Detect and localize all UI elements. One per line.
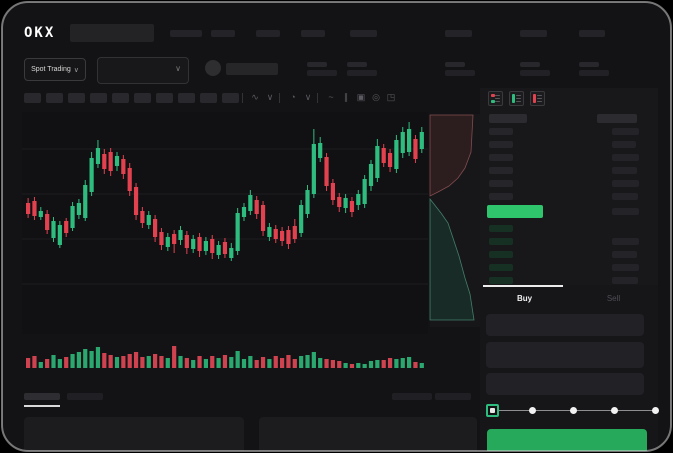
chevron-down-icon[interactable]: ∨ <box>266 92 274 102</box>
token-avatar <box>205 60 221 76</box>
nav-item-placeholder[interactable] <box>301 30 325 37</box>
tab-buy[interactable]: Buy <box>516 294 533 303</box>
trade-form-panel <box>480 285 658 451</box>
indicators-icon[interactable]: ◎ <box>372 92 380 102</box>
orders-panel-placeholder <box>24 417 244 451</box>
stat-value-placeholder <box>520 70 550 76</box>
bid-amount-placeholder <box>612 238 639 245</box>
stat-label-placeholder <box>307 62 327 67</box>
bid-amount-placeholder <box>612 264 639 271</box>
active-tab-indicator <box>483 285 563 287</box>
ask-price-placeholder[interactable] <box>489 167 513 174</box>
bid-amount-placeholder <box>612 277 638 284</box>
okx-logo: OKX <box>24 25 56 41</box>
bottom-tab-underline <box>24 405 60 407</box>
nav-item-placeholder[interactable] <box>520 30 547 37</box>
interval-chip-placeholder[interactable] <box>90 93 107 103</box>
chevron-down-icon: ∨ <box>73 66 79 74</box>
amount-input-placeholder[interactable] <box>486 342 644 368</box>
line-tool-icon[interactable]: ~ <box>328 92 334 102</box>
bottom-tab[interactable] <box>67 393 103 400</box>
slider-stop-selected[interactable] <box>486 404 499 417</box>
buy-submit-button[interactable] <box>487 429 647 451</box>
book-bids-icon[interactable] <box>509 91 524 106</box>
interval-chip-placeholder[interactable] <box>222 93 239 103</box>
ask-price-placeholder[interactable] <box>489 180 513 187</box>
ask-amount-placeholder <box>612 128 639 135</box>
orderbook-header-price <box>489 114 527 123</box>
bid-price-placeholder[interactable] <box>489 225 513 232</box>
slider-stop[interactable] <box>529 407 537 414</box>
chevron-down-icon[interactable]: ∨ <box>304 92 312 102</box>
nav-item-placeholder[interactable] <box>211 30 235 37</box>
toolbar-divider <box>317 93 318 103</box>
interval-chip-placeholder[interactable] <box>46 93 63 103</box>
bid-price-placeholder[interactable] <box>489 264 513 271</box>
nav-item-placeholder[interactable] <box>445 30 472 37</box>
interval-chip-placeholder[interactable] <box>68 93 85 103</box>
bid-price-placeholder[interactable] <box>489 251 513 258</box>
bid-amount-placeholder <box>612 251 637 258</box>
nav-item-placeholder[interactable] <box>350 30 377 37</box>
chevron-down-icon: ∨ <box>175 64 181 73</box>
ask-amount-placeholder <box>612 141 636 148</box>
ask-amount-placeholder <box>612 180 639 187</box>
bottom-action-placeholder[interactable] <box>392 393 432 400</box>
bottom-action-placeholder[interactable] <box>435 393 471 400</box>
toolbar-divider <box>242 93 243 103</box>
toolbar-divider <box>279 93 280 103</box>
bottom-tab-active[interactable] <box>24 393 60 400</box>
slider-stop[interactable] <box>651 407 659 414</box>
book-asks-icon[interactable] <box>530 91 545 106</box>
last-price-bar[interactable] <box>487 205 543 218</box>
nav-item-placeholder[interactable] <box>170 30 202 37</box>
interval-chip-placeholder[interactable] <box>112 93 129 103</box>
interval-chip-placeholder[interactable] <box>156 93 173 103</box>
header-search-placeholder[interactable] <box>70 24 154 42</box>
ask-price-placeholder[interactable] <box>489 141 513 148</box>
candle-type-icon[interactable]: ∿ <box>251 92 259 102</box>
ask-price-placeholder[interactable] <box>489 128 513 135</box>
fullscreen-icon[interactable]: ◳ <box>386 92 396 102</box>
price-input-placeholder[interactable] <box>486 314 644 336</box>
ask-price-placeholder[interactable] <box>489 154 513 161</box>
stat-label-placeholder <box>520 62 540 67</box>
history-panel-placeholder <box>259 417 477 451</box>
stat-label-placeholder <box>347 62 367 67</box>
nav-item-placeholder[interactable] <box>256 30 280 37</box>
snapshot-icon[interactable]: ▣ <box>356 92 366 102</box>
interval-icon[interactable]: ◔ <box>290 92 296 102</box>
drawing-tools-icon[interactable]: ∥ <box>343 92 349 102</box>
total-input-placeholder[interactable] <box>486 373 644 395</box>
nav-item-placeholder[interactable] <box>579 30 605 37</box>
stat-value-placeholder <box>307 70 337 76</box>
ask-amount-placeholder <box>612 154 639 161</box>
book-all-icon[interactable] <box>488 91 503 106</box>
interval-chip-placeholder[interactable] <box>178 93 195 103</box>
market-type-label: Spot Trading <box>31 66 71 73</box>
pair-name-placeholder <box>226 63 278 75</box>
stat-value-placeholder <box>445 70 475 76</box>
bid-price-placeholder[interactable] <box>489 238 513 245</box>
interval-chip-placeholder[interactable] <box>200 93 217 103</box>
stat-value-placeholder <box>579 70 609 76</box>
market-type-dropdown[interactable]: Spot Trading ∨ <box>24 58 86 81</box>
bid-price-placeholder[interactable] <box>489 277 513 284</box>
stat-label-placeholder <box>579 62 599 67</box>
tab-sell[interactable]: Sell <box>606 294 621 303</box>
stat-label-placeholder <box>445 62 465 67</box>
pair-selector-dropdown[interactable]: ∨ <box>97 57 189 84</box>
price-row-amount-placeholder <box>612 208 639 215</box>
ask-amount-placeholder <box>612 193 638 200</box>
slider-stop[interactable] <box>570 407 577 414</box>
stat-value-placeholder <box>347 70 377 76</box>
orderbook-header-amount <box>597 114 637 123</box>
interval-chip-placeholder[interactable] <box>134 93 151 103</box>
slider-stop[interactable] <box>610 407 618 414</box>
ask-price-placeholder[interactable] <box>489 193 513 200</box>
ask-amount-placeholder <box>612 167 637 174</box>
interval-chip-placeholder[interactable] <box>24 93 41 103</box>
